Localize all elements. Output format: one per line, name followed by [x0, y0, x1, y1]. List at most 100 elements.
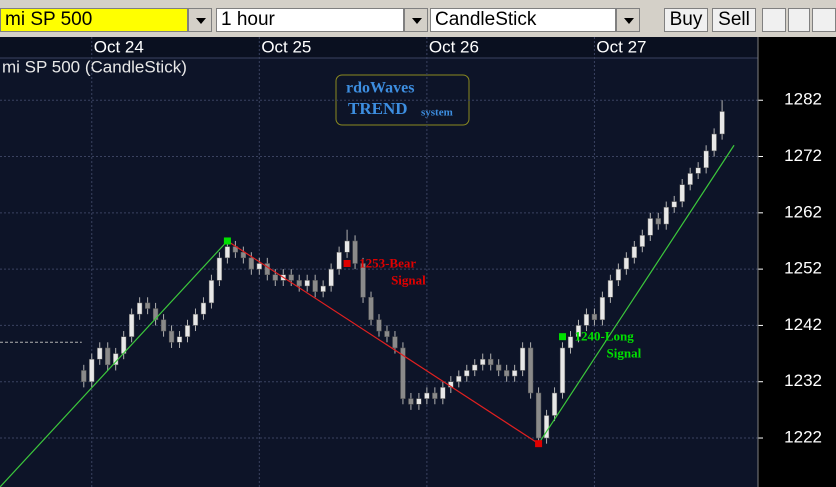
candle-body: [599, 297, 606, 321]
candle-body: [81, 370, 87, 382]
signal-marker: [343, 259, 351, 267]
candle-body: [519, 347, 526, 371]
candle-body: [168, 330, 175, 343]
style-box[interactable]: CandleStick: [430, 8, 616, 32]
candle-body: [144, 302, 151, 309]
x-tick-label: Oct 26: [429, 37, 479, 56]
candle-body: [136, 302, 143, 315]
signal-marker: [559, 333, 567, 341]
candle-body: [208, 280, 215, 304]
candle-body: [89, 358, 95, 382]
candle-body: [416, 398, 422, 405]
trend-line: [538, 144, 735, 444]
candle-body: [304, 280, 310, 287]
interval-box[interactable]: 1 hour: [216, 8, 404, 32]
candle-body: [176, 336, 183, 343]
x-tick-label: Oct 27: [596, 37, 646, 56]
candle-body: [432, 392, 438, 399]
x-tick-label: Oct 25: [261, 37, 311, 56]
candle-body: [216, 257, 223, 281]
tool-button[interactable]: [762, 8, 786, 32]
candle-body: [440, 387, 446, 399]
candle-body: [384, 330, 390, 337]
tool-button[interactable]: [788, 8, 810, 32]
candle-body: [472, 364, 478, 371]
candle-body: [256, 263, 262, 270]
date-row: [0, 37, 758, 58]
y-tick-label: 1272: [784, 146, 822, 165]
candle-body: [703, 150, 709, 169]
y-tick-label: 1282: [784, 90, 822, 109]
candle-body: [400, 347, 406, 399]
candle-body: [615, 268, 622, 281]
signal-label: Signal: [391, 272, 426, 287]
signal-label: 1240-Long: [575, 329, 635, 344]
trend-line: [227, 240, 539, 445]
candle-body: [496, 364, 502, 371]
tool-button[interactable]: [812, 8, 836, 32]
y-tick-label: 1252: [784, 259, 822, 278]
candle-body: [719, 111, 725, 135]
candle-body: [296, 280, 302, 287]
candle-body: [687, 173, 693, 185]
signal-marker: [223, 237, 231, 245]
candle-body: [272, 274, 278, 281]
candle-body: [105, 347, 111, 366]
candle-body: [623, 257, 629, 270]
candle-body: [456, 375, 462, 382]
candle-body: [504, 370, 510, 377]
buy-button[interactable]: Buy: [664, 8, 708, 32]
candle-body: [551, 392, 558, 416]
candle-body: [424, 392, 430, 399]
dropdown-button[interactable]: [404, 8, 428, 32]
candle-body: [320, 285, 326, 292]
legend-box: rdoWaves TREND system: [335, 74, 470, 126]
x-tick-label: Oct 24: [94, 37, 144, 56]
candle-body: [511, 370, 518, 377]
candle-body: [368, 297, 374, 321]
signal-label: 1253-Bear: [359, 255, 416, 270]
candle-body: [97, 347, 103, 360]
candle-body: [224, 246, 231, 259]
candle-body: [184, 325, 191, 337]
candle-body: [663, 206, 669, 225]
dropdown-button[interactable]: [188, 8, 212, 32]
candle-body: [392, 336, 398, 349]
candle-body: [639, 235, 645, 247]
candle-body: [192, 313, 199, 326]
candle-body: [567, 336, 574, 349]
candle-body: [312, 280, 318, 292]
candle-body: [679, 184, 685, 202]
candle-body: [559, 347, 566, 394]
candle-body: [464, 370, 470, 377]
candle-body: [288, 274, 294, 281]
candle-body: [152, 308, 159, 321]
symbol-box[interactable]: mi SP 500: [0, 8, 188, 32]
candle-body: [352, 240, 358, 264]
legend-line: system: [421, 107, 453, 119]
y-tick-label: 1242: [784, 315, 822, 334]
candle-body: [671, 201, 677, 208]
y-tick-label: 1262: [784, 202, 822, 221]
y-tick-label: 1232: [784, 371, 822, 390]
candle-body: [695, 167, 701, 174]
axis-panel: [758, 37, 836, 487]
candle-body: [328, 268, 334, 287]
candle-body: [607, 280, 614, 298]
candle-body: [344, 240, 350, 253]
candle-body: [200, 302, 207, 315]
sell-button[interactable]: Sell: [712, 8, 756, 32]
dropdown-button[interactable]: [616, 8, 640, 32]
candle-body: [591, 313, 598, 321]
candle-body: [655, 218, 661, 225]
chart: mi SP 500 (CandleStick) rdoWaves TREND s…: [0, 37, 836, 487]
candle-body: [575, 325, 582, 337]
y-tick-label: 1222: [784, 428, 822, 447]
candle-body: [647, 218, 653, 236]
candle-body: [480, 358, 486, 366]
candle-body: [376, 319, 382, 332]
candle-body: [711, 133, 717, 152]
candle-body: [240, 251, 247, 259]
candle-body: [248, 257, 254, 270]
